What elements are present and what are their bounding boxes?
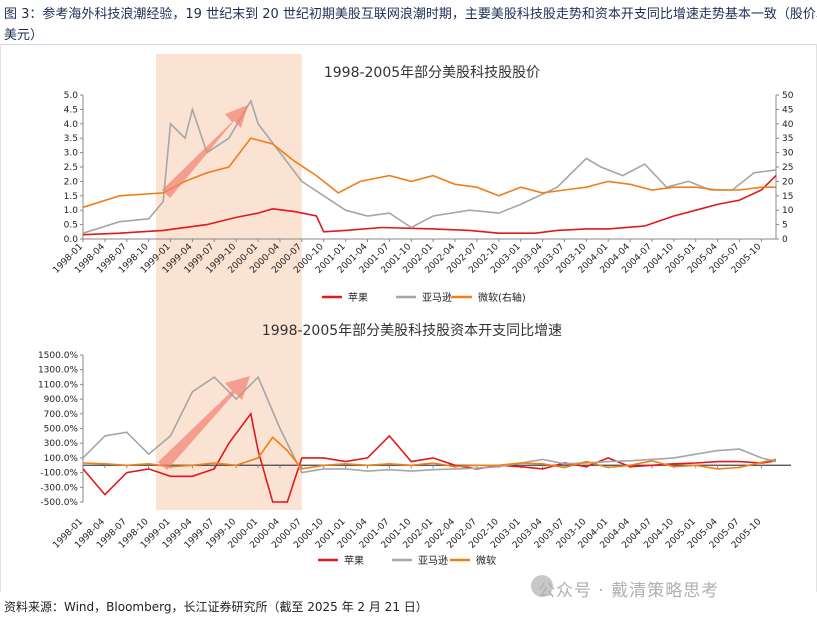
- chart2-y-tick-label: -500.0%: [40, 498, 78, 508]
- trend-arrow-2: [158, 376, 250, 470]
- chart1-left-tick-label: 0.5: [64, 221, 78, 231]
- chart1-right-tick-label: 15: [782, 192, 793, 202]
- chart1-series-2: [82, 137, 776, 209]
- chart1-right-tick-label: 40: [782, 120, 794, 130]
- chart1-right-tick-label: 20: [782, 177, 794, 187]
- chart2-legend-label: 苹果: [344, 554, 364, 567]
- chart1-left-tick-label: 0.0: [64, 235, 79, 245]
- chart2-series-0: [82, 411, 777, 503]
- chart2-legend-label: 微软: [476, 554, 496, 567]
- chart2-y-tick-label: -300.0%: [40, 483, 78, 493]
- trend-arrow-1: [162, 105, 248, 198]
- chart1-left-tick-label: 4.5: [64, 105, 78, 115]
- chart2-legend-label: 亚马逊: [418, 555, 448, 567]
- chart2-y-tick-label: 700.0%: [44, 410, 79, 420]
- highlight-band: [155, 54, 302, 510]
- chart2-title: 1998-2005年部分美股科技股资本开支同比增速: [262, 323, 562, 339]
- chart1-left-tick-label: 5.0: [64, 91, 79, 101]
- chart1-legend-label: 苹果: [348, 291, 368, 304]
- figure-caption: 图 3：参考海外科技浪潮经验，19 世纪末到 20 世纪初期美股互联网浪潮时期，…: [0, 0, 817, 45]
- caption-line-2: 美元）: [4, 28, 44, 43]
- chart1-left-tick-label: 2.0: [64, 177, 79, 187]
- chart1-series-1: [82, 98, 777, 234]
- chart1-right-tick-label: 25: [782, 163, 793, 173]
- chart1-right-tick-label: 30: [782, 149, 794, 159]
- chart1-right-tick-label: 5: [782, 221, 788, 231]
- chart2-y-tick-label: -100.0%: [40, 469, 78, 479]
- chart1-title: 1998-2005年部分美股科技股股价: [324, 65, 540, 81]
- wechat-icon: [531, 575, 553, 597]
- chart2-y-tick-label: 500.0%: [44, 425, 79, 435]
- chart1-left-tick-label: 2.5: [64, 163, 78, 173]
- source-note: 资料来源：Wind，Bloomberg，长江证券研究所（截至 2025 年 2 …: [4, 600, 428, 614]
- chart1-legend-label: 亚马逊: [422, 292, 452, 304]
- chart1-right-tick-label: 35: [782, 134, 793, 144]
- chart1-series-0: [82, 175, 777, 236]
- chart2-series-1: [82, 375, 777, 474]
- chart1-right-tick-label: 10: [782, 206, 794, 216]
- chart2-y-tick-label: 900.0%: [44, 395, 79, 405]
- chart2-y-tick-label: 1100.0%: [38, 380, 78, 390]
- chart1-left-tick-label: 4.0: [64, 120, 79, 130]
- chart1-right-tick-label: 45: [782, 105, 793, 115]
- chart1-left-tick-label: 1.5: [64, 192, 78, 202]
- chart1-right-tick-label: 50: [782, 91, 794, 101]
- chart2-y-tick-label: 1300.0%: [38, 366, 78, 376]
- caption-line-1: 图 3：参考海外科技浪潮经验，19 世纪末到 20 世纪初期美股互联网浪潮时期，…: [4, 7, 817, 22]
- chart1-left-tick-label: 1.0: [64, 206, 79, 216]
- chart1-left-tick-label: 3.0: [64, 149, 79, 159]
- chart1-legend-label: 微软(右轴): [478, 291, 526, 304]
- chart2-series-2: [82, 436, 777, 470]
- chart2-y-tick-label: 1500.0%: [38, 351, 78, 361]
- watermark: 公众号 · 戴清策略思考: [538, 581, 720, 601]
- chart1-left-tick-label: 3.5: [64, 134, 78, 144]
- chart2-y-tick-label: 100.0%: [44, 454, 79, 464]
- chart1-right-tick-label: 0: [782, 235, 788, 245]
- chart2-y-tick-label: 300.0%: [44, 439, 79, 449]
